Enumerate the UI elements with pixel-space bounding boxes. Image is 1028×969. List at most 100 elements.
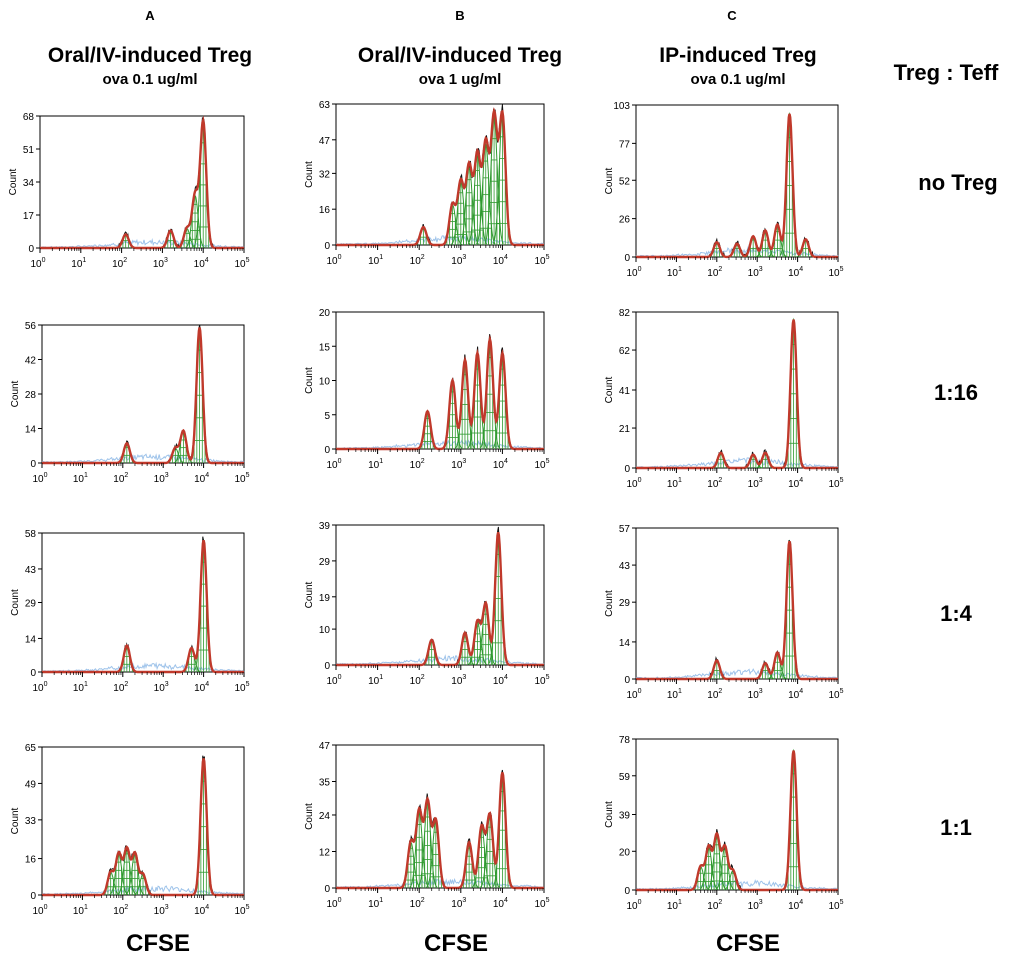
x-tick-label: 105	[234, 681, 249, 694]
column-subtitle-b: ova 1 ug/ml	[418, 71, 502, 88]
column-title-b: Oral/IV-induced Treg	[357, 44, 563, 67]
row-label-1-16: 1:16	[933, 380, 979, 405]
x-tick-label: 103	[154, 681, 169, 694]
y-axis-label: Count	[10, 589, 21, 616]
y-axis-label: Count	[604, 801, 615, 828]
model-fit-envelope	[42, 327, 244, 465]
y-tick-label: 0	[624, 886, 630, 897]
y-tick-label: 0	[324, 445, 330, 456]
x-tick-label: 104	[194, 904, 209, 917]
x-tick-label: 100	[326, 674, 341, 687]
x-tick-label: 101	[667, 477, 682, 490]
y-tick-label: 10	[319, 377, 331, 388]
x-tick-label: 102	[707, 477, 722, 490]
x-tick-label: 105	[828, 477, 843, 490]
model-fit-envelope	[636, 750, 838, 892]
x-tick-label: 104	[194, 257, 209, 270]
histogram-panel: 0 16 32 47 63 Count 100 101 102 103 104 105	[304, 100, 550, 267]
y-tick-label: 56	[25, 321, 37, 332]
x-tick-label: 105	[234, 904, 249, 917]
y-tick-label: 43	[619, 561, 631, 572]
x-tick-label: 104	[788, 266, 803, 279]
x-tick-label: 105	[534, 458, 549, 471]
x-tick-label: 104	[788, 899, 803, 912]
y-tick-label: 14	[619, 638, 631, 649]
x-tick-label: 100	[32, 904, 47, 917]
y-tick-label: 62	[619, 346, 631, 357]
y-tick-label: 58	[25, 529, 37, 540]
y-axis-label: Count	[304, 803, 315, 830]
y-tick-label: 16	[319, 205, 331, 216]
y-axis-label: Count	[604, 590, 615, 617]
y-axis-label: Count	[10, 807, 21, 834]
model-fit-envelope	[40, 115, 244, 250]
plot-frame	[335, 311, 545, 450]
y-tick-label: 10	[319, 625, 331, 636]
x-tick-label: 105	[828, 899, 843, 912]
y-tick-label: 41	[619, 386, 631, 397]
x-tick-label: 104	[788, 688, 803, 701]
x-tick-label: 100	[626, 477, 641, 490]
x-tick-label: 103	[154, 472, 169, 485]
control-histogram	[635, 668, 839, 680]
model-fit-envelope	[336, 334, 544, 451]
x-tick-label: 101	[667, 899, 682, 912]
plot-frame	[335, 103, 545, 246]
plot-frame	[635, 738, 839, 891]
model-fit-envelope	[336, 107, 544, 247]
y-tick-label: 26	[619, 215, 631, 226]
y-tick-label: 12	[319, 847, 331, 858]
x-tick-label: 103	[748, 688, 763, 701]
y-axis-label: Count	[8, 168, 19, 195]
histogram-panel: 0 5 10 15 20 Count 100 101 102 103 104 105	[304, 308, 550, 471]
histogram-panel: 0 10 19 29 39 Count 100 101 102 103 104 105	[304, 521, 550, 687]
x-tick-label: 101	[667, 688, 682, 701]
y-axis-label: Count	[604, 167, 615, 194]
x-tick-label: 100	[626, 266, 641, 279]
y-tick-label: 24	[319, 811, 331, 822]
x-tick-label: 104	[493, 674, 508, 687]
plot-frame	[635, 104, 839, 258]
y-axis-label: Count	[304, 161, 315, 188]
plot-frame	[41, 324, 245, 464]
histogram-panel: 0 16 33 49 65 Count 100 101 102 103 104 105	[10, 743, 250, 917]
x-tick-label: 104	[493, 458, 508, 471]
x-tick-label: 103	[748, 477, 763, 490]
x-tick-label: 102	[410, 254, 425, 267]
x-tick-label: 102	[410, 674, 425, 687]
x-tick-label: 102	[113, 681, 128, 694]
histogram-panel: 0 26 52 77 103 Count 100 101 102 103 104 105	[604, 101, 844, 279]
x-tick-label: 101	[73, 904, 88, 917]
y-tick-label: 49	[25, 779, 37, 790]
y-tick-label: 20	[319, 308, 331, 319]
y-tick-label: 68	[23, 112, 35, 123]
x-tick-label: 101	[368, 254, 383, 267]
x-tick-label: 100	[326, 458, 341, 471]
x-tick-label: 105	[828, 266, 843, 279]
row-label-1-1: 1:1	[940, 815, 972, 840]
x-tick-label: 105	[534, 674, 549, 687]
x-tick-label: 100	[32, 681, 47, 694]
xlabel-cfse-a: CFSE	[125, 930, 190, 957]
y-tick-label: 29	[319, 557, 331, 568]
x-tick-label: 100	[326, 254, 341, 267]
plot-frame	[635, 311, 839, 469]
model-fit-envelope	[42, 758, 244, 897]
x-tick-label: 102	[112, 257, 127, 270]
plot-frame	[335, 524, 545, 666]
x-tick-label: 105	[534, 897, 549, 910]
x-tick-label: 105	[534, 254, 549, 267]
model-fit-envelope	[336, 772, 544, 890]
plot-frame	[41, 532, 245, 673]
x-tick-label: 101	[73, 472, 88, 485]
y-tick-label: 0	[624, 464, 630, 475]
control-histogram	[335, 877, 545, 889]
y-tick-label: 16	[25, 855, 37, 866]
x-tick-label: 103	[451, 254, 466, 267]
y-tick-label: 47	[319, 741, 331, 752]
model-fit-envelope	[636, 319, 838, 470]
histogram-panel: 0 14 29 43 58 Count 100 101 102 103 104 105	[10, 529, 250, 694]
model-fit-envelope	[42, 539, 244, 674]
y-tick-label: 103	[613, 101, 630, 112]
